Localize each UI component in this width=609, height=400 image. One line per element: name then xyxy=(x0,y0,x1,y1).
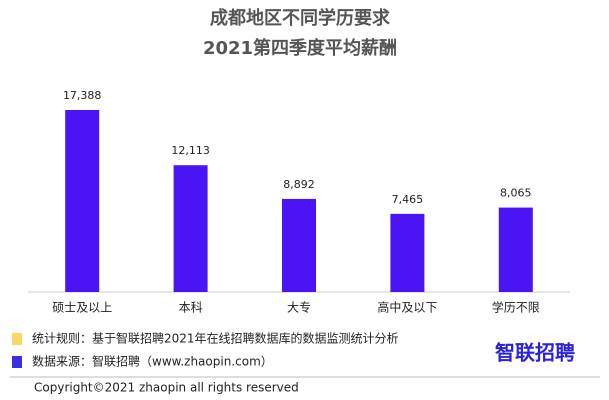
chart-title: 成都地区不同学历要求 xyxy=(210,7,391,29)
value-label: 8,892 xyxy=(283,178,315,191)
value-label: 17,388 xyxy=(63,89,102,102)
x-tick-label: 大专 xyxy=(287,300,311,315)
bar xyxy=(173,165,208,292)
value-label: 8,065 xyxy=(500,187,532,200)
legend-swatch xyxy=(12,333,22,345)
legend-swatch xyxy=(12,356,22,368)
x-tick-label: 学历不限 xyxy=(492,300,540,315)
x-tick-label: 硕士及以上 xyxy=(52,301,112,315)
note: 数据来源：智联招聘（www.zhaopin.com） xyxy=(32,354,273,369)
value-label: 12,113 xyxy=(171,144,210,157)
note: 统计规则：基于智联招聘2021年在线招聘数据库的数据监测统计分析 xyxy=(32,331,399,346)
bar xyxy=(498,207,533,292)
copyright: Copyright©2021 zhaopin all rights reserv… xyxy=(34,381,299,395)
value-label: 7,465 xyxy=(392,193,424,206)
logo: 智联招聘 xyxy=(495,341,575,365)
x-tick-label: 本科 xyxy=(179,301,203,315)
x-tick-label: 高中及以下 xyxy=(377,300,437,315)
bar xyxy=(282,198,316,292)
chart-subtitle: 2021第四季度平均薪酬 xyxy=(203,37,397,59)
bar xyxy=(390,213,425,292)
bar xyxy=(65,110,100,292)
